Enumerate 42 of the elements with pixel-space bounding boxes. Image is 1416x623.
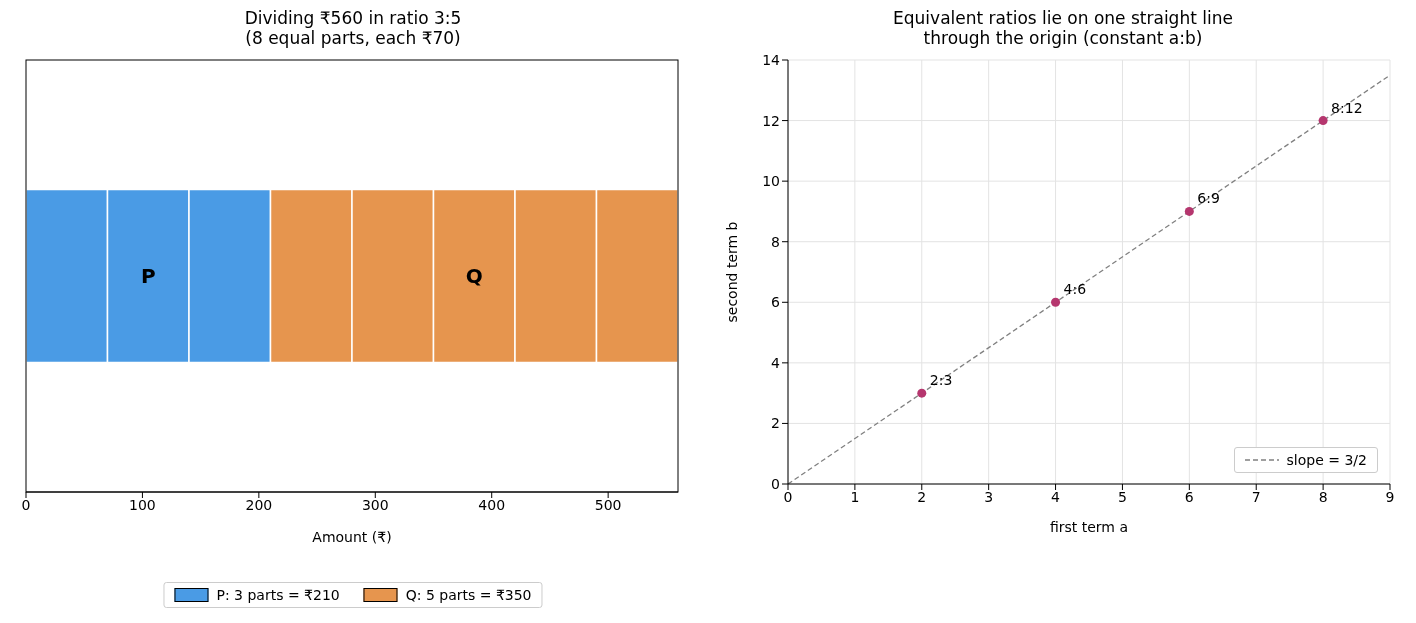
x-tick-label: 3: [984, 488, 994, 505]
x-tick-label: 0: [21, 496, 31, 513]
y-tick-label: 6: [771, 294, 781, 311]
x-tick-label: 2: [917, 488, 927, 505]
legend-label: slope = 3/2: [1286, 452, 1367, 468]
point: [1318, 116, 1328, 126]
annotation: P: [140, 264, 156, 288]
y-tick-label: 4: [771, 354, 781, 371]
y-tick-label: 8: [771, 233, 780, 250]
point: [917, 388, 927, 398]
y-tick-label: 10: [762, 173, 780, 190]
legend-label: P: 3 parts = ₹210: [216, 587, 340, 603]
y-tick-label: 2: [771, 415, 780, 432]
x-tick-label: 500: [594, 496, 622, 513]
x-axis-title: Amount (₹): [312, 529, 392, 545]
x-tick-label: 300: [361, 496, 389, 513]
y-axis-title: second term b: [723, 221, 740, 323]
x-tick-label: 5: [1117, 488, 1127, 505]
point: [1051, 297, 1061, 307]
chart-title: Dividing ₹560 in ratio 3:5 (8 equal parts, each ₹70): [243, 8, 463, 50]
x-tick-label: 400: [478, 496, 506, 513]
x-tick-label: 100: [129, 496, 156, 513]
annotation: 6:9: [1197, 190, 1220, 207]
chart-title: Equivalent ratios lie on one straight line through the origin (constant a:b): [892, 8, 1234, 50]
x-tick-label: 1: [850, 488, 860, 505]
annotation: Q: [465, 264, 483, 288]
x-axis-title: first term a: [1049, 519, 1129, 535]
annotation: 8:12: [1331, 99, 1363, 116]
text: Q: 5 parts = ₹350: [405, 587, 532, 603]
y-tick-label: 14: [762, 51, 781, 68]
x-tick-label: 7: [1251, 488, 1261, 505]
x-tick-label: 8: [1318, 488, 1328, 505]
y-tick-label: 0: [771, 475, 780, 492]
point: [1184, 206, 1194, 216]
annotation: 2:3: [929, 372, 953, 389]
x-tick-label: 0: [783, 488, 793, 505]
x-tick-label: 6: [1184, 488, 1194, 505]
x-tick-label: 4: [1051, 488, 1061, 505]
annotation: 4:6: [1063, 281, 1087, 298]
y-tick-label: 12: [762, 112, 780, 129]
x-tick-label: 200: [245, 496, 273, 513]
x-tick-label: 9: [1385, 488, 1395, 505]
